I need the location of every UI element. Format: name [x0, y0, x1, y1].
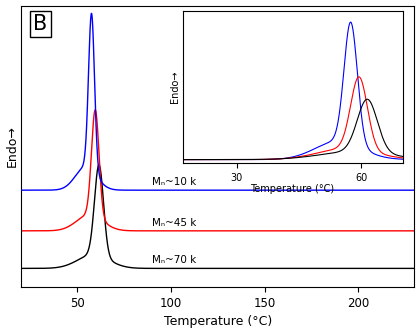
- Text: B: B: [33, 14, 47, 34]
- Text: Mₙ~70 k: Mₙ~70 k: [152, 255, 197, 265]
- Text: Mₙ~45 k: Mₙ~45 k: [152, 218, 197, 228]
- Y-axis label: Endo→: Endo→: [5, 126, 18, 167]
- Text: Mₙ~10 k: Mₙ~10 k: [152, 177, 197, 187]
- X-axis label: Temperature (°C): Temperature (°C): [164, 315, 272, 328]
